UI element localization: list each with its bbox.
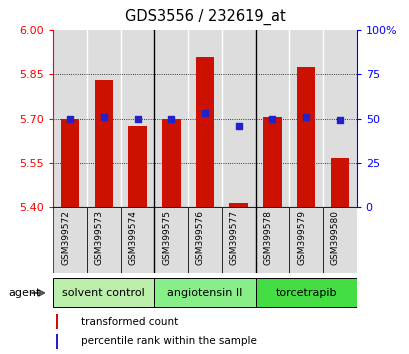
Point [134, 116, 141, 121]
Text: agent: agent [8, 288, 40, 298]
Text: GDS3556 / 232619_at: GDS3556 / 232619_at [124, 9, 285, 25]
Bar [53, 30, 87, 207]
Text: percentile rank within the sample: percentile rank within the sample [81, 336, 256, 346]
Text: angiotensin II: angiotensin II [167, 288, 242, 298]
Bar [53, 279, 154, 307]
Bar [255, 30, 289, 207]
Bar [87, 30, 120, 207]
Point [235, 123, 241, 129]
Text: torcetrapib: torcetrapib [275, 288, 336, 298]
Bar [322, 30, 356, 207]
Point [268, 116, 275, 121]
Bar [53, 207, 87, 273]
Text: GSM399575: GSM399575 [162, 210, 171, 266]
Text: GSM399578: GSM399578 [263, 210, 272, 266]
Text: transformed count: transformed count [81, 316, 178, 327]
Bar [289, 207, 322, 273]
Bar [162, 119, 180, 207]
Text: GSM399576: GSM399576 [196, 210, 204, 266]
Bar [188, 207, 221, 273]
Bar [221, 30, 255, 207]
Bar [322, 207, 356, 273]
Bar [221, 207, 255, 273]
Bar [255, 279, 356, 307]
Text: solvent control: solvent control [62, 288, 145, 298]
Bar [154, 207, 188, 273]
Bar [56, 314, 58, 329]
Bar [289, 30, 322, 207]
Bar [56, 334, 58, 348]
Point [336, 118, 342, 123]
Bar [330, 158, 348, 207]
Bar [94, 80, 113, 207]
Point [67, 116, 73, 121]
Bar [229, 202, 247, 207]
Bar [61, 119, 79, 207]
Point [100, 114, 107, 120]
Bar [263, 117, 281, 207]
Bar [154, 30, 188, 207]
Point [302, 114, 309, 120]
Bar [296, 67, 315, 207]
Point [168, 116, 174, 121]
Text: GSM399577: GSM399577 [229, 210, 238, 266]
Bar [128, 126, 146, 207]
Text: GSM399573: GSM399573 [94, 210, 103, 266]
Text: GSM399572: GSM399572 [61, 210, 70, 265]
Bar [188, 30, 221, 207]
Text: GSM399579: GSM399579 [297, 210, 306, 266]
Bar [255, 207, 289, 273]
Text: GSM399580: GSM399580 [330, 210, 339, 266]
Bar [120, 207, 154, 273]
Bar [195, 57, 214, 207]
Text: GSM399574: GSM399574 [128, 210, 137, 265]
Bar [154, 279, 255, 307]
Point [201, 110, 208, 116]
Bar [120, 30, 154, 207]
Bar [87, 207, 120, 273]
